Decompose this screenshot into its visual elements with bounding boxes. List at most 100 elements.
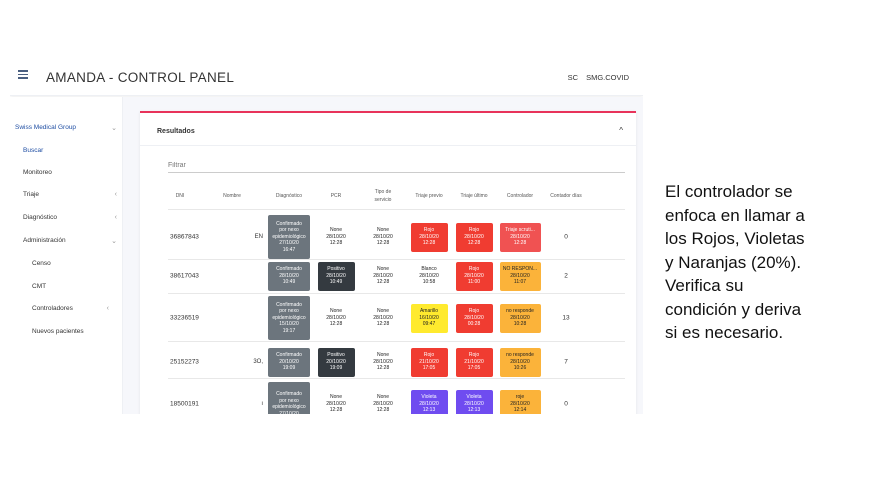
chip-line: 12:28: [376, 407, 390, 414]
column-header-pcr[interactable]: PCR: [306, 192, 366, 200]
chip-line: Triaje scruti...: [505, 227, 535, 234]
diagnosis-chip[interactable]: Confirmado por nexo epidemiológico 15/10/20…: [268, 296, 310, 340]
sidebar-item-diagn-stico[interactable]: Diagnóstico ‹: [10, 214, 123, 226]
service-type-chip[interactable]: None 28/10/20 12:28: [364, 261, 402, 291]
chip-line: 28/10/20: [419, 233, 439, 240]
pcr-chip[interactable]: None 28/10/20 12:28: [317, 222, 355, 252]
service-type-chip[interactable]: None 28/10/20 12:28: [364, 222, 402, 252]
chip-line: Positivo: [327, 352, 345, 359]
annotation-line: El controlador se: [665, 182, 793, 201]
last-triage-chip[interactable]: Rojo 28/10/20 11:00: [455, 261, 493, 291]
menu-icon[interactable]: [18, 70, 28, 79]
chip-line: 12:28: [329, 321, 343, 328]
main-content: Resultados ^ DNI Nombre Diagnóstico PCR Tipo…: [123, 97, 643, 414]
column-header-label: DNI: [175, 193, 185, 199]
controller-chip[interactable]: Triaje scruti... 28/10/20 12:28: [499, 222, 541, 252]
pcr-chip[interactable]: None 28/10/20 12:28: [317, 389, 355, 414]
chip-line: Rojo: [423, 227, 435, 234]
diagnosis-chip[interactable]: Confirmado por nexo epidemiológico 27/10/20…: [268, 215, 310, 259]
column-header-controlador[interactable]: Controlador: [490, 192, 550, 200]
pcr-chip[interactable]: None 28/10/20 12:28: [317, 303, 355, 333]
chip-line: 00:28: [467, 321, 481, 328]
last-triage-chip[interactable]: Rojo 21/10/20 17:05: [455, 347, 493, 377]
collapse-caret-icon[interactable]: ^: [619, 126, 623, 135]
chevron-down-icon: ⌄: [111, 125, 117, 132]
day-count-cell: 2: [564, 272, 568, 280]
name-cell: EN: [254, 234, 263, 240]
column-header-label: Tipo de: [374, 189, 392, 195]
last-triage-chip[interactable]: Violeta 28/10/20 12:13: [455, 389, 493, 414]
chip-line: 12:28: [467, 240, 481, 247]
last-triage-chip[interactable]: Rojo 28/10/20 00:28: [455, 303, 493, 333]
column-header-nombre[interactable]: Nombre: [202, 192, 262, 200]
sidebar-item-cmt[interactable]: CMT: [10, 283, 123, 295]
service-type-chip[interactable]: None 28/10/20 12:28: [364, 389, 402, 414]
chip-line: 27/10/20: [279, 240, 299, 247]
column-header-label: servicio: [374, 197, 392, 203]
sidebar-item-triaje[interactable]: Triaje ‹: [10, 191, 123, 203]
diagnosis-chip[interactable]: Confirmado 20/10/20 19:09: [268, 347, 310, 377]
sidebar-item-buscar[interactable]: Buscar: [10, 147, 123, 159]
diagnosis-chip[interactable]: Confirmado por nexo epidemiológico 27/10/20: [268, 382, 310, 414]
chip-line: 28/10/20: [326, 272, 346, 279]
column-header-triaje-ultimo[interactable]: Triaje último: [444, 192, 504, 200]
chip-line: None: [377, 227, 389, 234]
chip-line: 12:28: [329, 407, 343, 414]
chip-line: 20/10/20: [279, 358, 299, 365]
sidebar-item-administraci-n[interactable]: Administración ⌄: [10, 237, 123, 249]
column-header-diagnostico[interactable]: Diagnóstico: [259, 192, 319, 200]
controller-chip[interactable]: no responde 28/10/20 10:26: [499, 347, 541, 377]
pcr-chip[interactable]: Positivo 28/10/20 10:49: [317, 261, 355, 291]
chip-line: 28/10/20: [464, 272, 484, 279]
day-count-cell: 13: [562, 314, 570, 322]
chip-line: 12:28: [376, 365, 390, 372]
service-type-chip[interactable]: None 28/10/20 12:28: [364, 347, 402, 377]
sidebar-item-monitoreo[interactable]: Monitoreo: [10, 169, 123, 181]
controller-chip[interactable]: roje 28/10/20 12:14: [499, 389, 541, 414]
user-area[interactable]: SC SMG.COVID: [568, 73, 629, 82]
chip-line: epidemiológico: [272, 314, 306, 321]
chip-line: 16/10/20: [419, 314, 439, 321]
chip-line: Rojo: [468, 227, 480, 234]
column-header-tipo[interactable]: Tipo de servicio: [353, 188, 413, 204]
chip-line: None: [330, 308, 342, 315]
chip-line: Rojo: [423, 352, 435, 359]
previous-triage-chip[interactable]: Rojo 21/10/20 17:05: [410, 347, 448, 377]
controller-chip[interactable]: NO RESPON... 28/10/20 11:07: [499, 261, 541, 291]
chip-line: 28/10/20: [326, 400, 346, 407]
chip-line: None: [377, 308, 389, 315]
chip-line: 19:09: [282, 365, 296, 372]
column-header-contador[interactable]: Contador días: [536, 192, 596, 200]
chip-line: 28/10/20: [510, 400, 530, 407]
chip-line: 28/10/20: [373, 272, 393, 279]
sidebar-item-censo[interactable]: Censo: [10, 260, 123, 272]
service-type-chip[interactable]: None 28/10/20 12:28: [364, 303, 402, 333]
row-divider: [168, 378, 625, 379]
sidebar-item-nuevos-pacientes[interactable]: Nuevos pacientes: [10, 328, 123, 340]
previous-triage-chip[interactable]: Blanco 28/10/20 10:58: [410, 261, 448, 291]
sidebar-item-swiss-medical-group[interactable]: Swiss Medical Group ⌄: [10, 124, 123, 136]
chip-line: 10:49: [329, 279, 343, 286]
column-header-label: PCR: [330, 193, 342, 199]
column-header-dni[interactable]: DNI: [150, 192, 210, 200]
controller-chip[interactable]: no responde 28/10/20 10:28: [499, 303, 541, 333]
chip-line: None: [377, 352, 389, 359]
last-triage-chip[interactable]: Rojo 28/10/20 12:28: [455, 222, 493, 252]
chip-line: 28/10/20: [419, 272, 439, 279]
chip-line: 21/10/20: [464, 358, 484, 365]
dni-cell: 25152273: [170, 358, 199, 366]
previous-triage-chip[interactable]: Violeta 28/10/20 12:13: [410, 389, 448, 414]
previous-triage-chip[interactable]: Rojo 28/10/20 12:28: [410, 222, 448, 252]
chip-line: 12:14: [513, 407, 527, 414]
sidebar-item-label: CMT: [32, 283, 47, 290]
sidebar-item-controladores[interactable]: Controladores ‹: [10, 305, 123, 317]
filter-input[interactable]: [168, 159, 625, 173]
chip-line: no responde: [506, 308, 534, 315]
column-header-triaje-previo[interactable]: Triaje previo: [399, 192, 459, 200]
chip-line: NO RESPON...: [502, 266, 538, 273]
pcr-chip[interactable]: Positivo 20/10/20 19:09: [317, 347, 355, 377]
previous-triage-chip[interactable]: Amarillo 16/10/20 09:47: [410, 303, 448, 333]
diagnosis-chip[interactable]: Confirmado 28/10/20 10:49: [268, 261, 310, 291]
chip-line: Amarillo: [419, 308, 439, 315]
dni-cell: 33236519: [170, 314, 199, 322]
